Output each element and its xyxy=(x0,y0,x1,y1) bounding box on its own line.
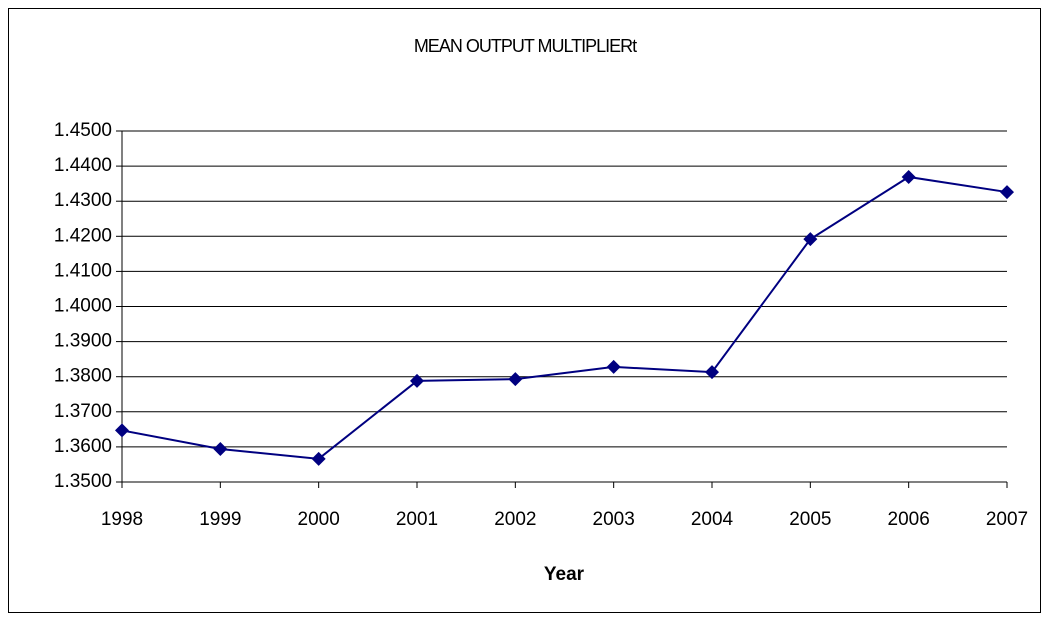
marker xyxy=(803,232,818,247)
chart-title: MEAN OUTPUT MULTIPLIERt xyxy=(414,36,637,56)
x-tick-label: 1998 xyxy=(101,509,143,530)
x-tick-label: 2001 xyxy=(396,509,438,530)
y-tick-label: 1.4500 xyxy=(54,120,112,141)
y-tick-label: 1.4200 xyxy=(54,225,112,246)
x-tick-label: 2005 xyxy=(789,509,831,530)
marker xyxy=(1000,185,1014,200)
x-tick-label: 2006 xyxy=(888,509,930,530)
x-tick-label: 2007 xyxy=(986,509,1028,530)
marker xyxy=(410,373,424,388)
marker xyxy=(606,359,621,374)
marker xyxy=(705,365,719,380)
x-axis-label: Year xyxy=(544,564,585,585)
x-tick-label: 2004 xyxy=(691,509,734,530)
marker xyxy=(115,423,129,438)
y-tick-label: 1.3700 xyxy=(54,401,112,422)
marker xyxy=(901,169,916,184)
y-tick-label: 1.3500 xyxy=(54,471,112,492)
marker xyxy=(508,372,523,387)
marker xyxy=(311,451,326,466)
y-tick-label: 1.4300 xyxy=(54,190,112,211)
x-tick-label: 2002 xyxy=(494,509,536,530)
y-tick-label: 1.3900 xyxy=(54,331,112,352)
y-tick-label: 1.4400 xyxy=(54,155,112,176)
y-tick-label: 1.3800 xyxy=(54,366,112,387)
chart-border xyxy=(8,8,1041,613)
x-tick-label: 1999 xyxy=(199,509,241,530)
y-tick-label: 1.3600 xyxy=(54,436,112,457)
y-tick-label: 1.4100 xyxy=(54,260,112,281)
y-tick-label: 1.4000 xyxy=(54,296,112,317)
x-tick-label: 2000 xyxy=(298,509,340,530)
line xyxy=(121,175,1008,460)
marker xyxy=(213,442,228,457)
x-tick-label: 2003 xyxy=(593,509,635,530)
